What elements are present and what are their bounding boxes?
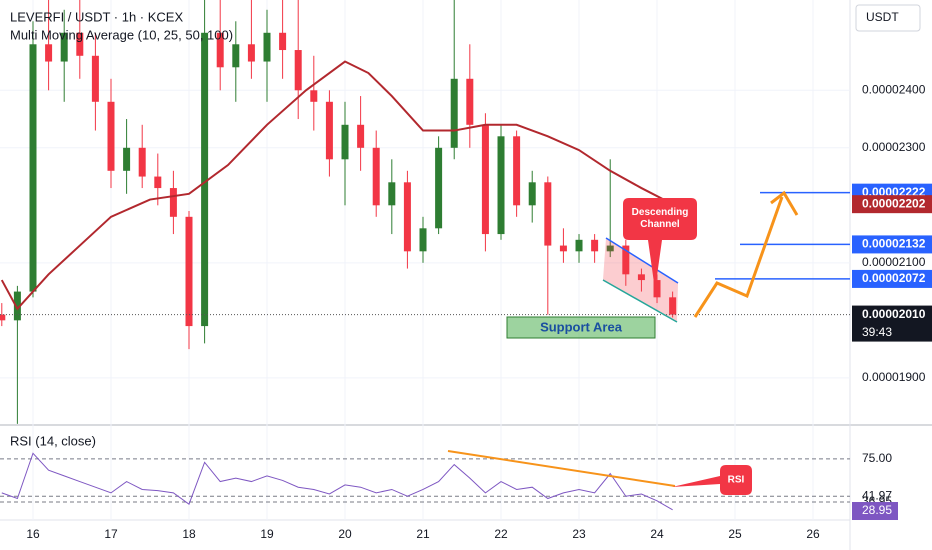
last-price-box bbox=[852, 305, 932, 342]
channel-bubble bbox=[623, 198, 697, 290]
candle-body bbox=[169, 188, 177, 217]
candle-body bbox=[60, 32, 68, 62]
arrow-head bbox=[770, 190, 799, 216]
candle-body bbox=[388, 182, 396, 206]
x-tick-label: 21 bbox=[416, 527, 430, 541]
price-label-box bbox=[852, 195, 932, 214]
x-tick-label: 20 bbox=[338, 527, 352, 541]
x-tick-label: 26 bbox=[806, 527, 820, 541]
candle-body bbox=[201, 32, 209, 327]
candle-body bbox=[13, 291, 21, 321]
price-label: 0.00002132 bbox=[862, 237, 926, 251]
candle-body bbox=[372, 147, 380, 206]
projection-arrow bbox=[693, 196, 784, 318]
price-label: 0.00002072 bbox=[862, 271, 926, 285]
candle-body bbox=[279, 32, 287, 51]
x-tick-label: 25 bbox=[728, 527, 742, 541]
candle-body bbox=[185, 216, 193, 327]
candle-body bbox=[247, 44, 255, 62]
candle-body bbox=[45, 44, 53, 62]
candle-body bbox=[419, 228, 427, 252]
y-tick-label: 0.00002100 bbox=[862, 255, 926, 269]
price-label-box bbox=[852, 235, 932, 254]
candle-body bbox=[653, 280, 661, 298]
candle-body bbox=[481, 124, 489, 235]
channel-bottom bbox=[602, 279, 678, 323]
rsi-value-box bbox=[852, 502, 898, 521]
candle-body bbox=[450, 78, 458, 148]
candle-body bbox=[123, 147, 131, 171]
channel-top bbox=[605, 237, 679, 284]
candle-body bbox=[544, 182, 552, 246]
candle-body bbox=[559, 245, 567, 252]
rsi-title: RSI (14, close) bbox=[10, 433, 96, 448]
candle-body bbox=[575, 239, 583, 252]
candle-body bbox=[29, 44, 37, 292]
candle-body bbox=[357, 124, 365, 148]
y-tick-label: 0.00002300 bbox=[862, 140, 926, 154]
price-label: 0.00002202 bbox=[862, 196, 926, 210]
candle-body bbox=[107, 101, 115, 171]
candle-body bbox=[435, 147, 443, 229]
x-tick-label: 23 bbox=[572, 527, 586, 541]
channel-annotation: Descending Channel bbox=[631, 207, 689, 230]
x-tick-label: 16 bbox=[26, 527, 40, 541]
x-tick-label: 24 bbox=[650, 527, 664, 541]
rsi-annotation: RSI bbox=[728, 475, 745, 486]
candle-body bbox=[466, 78, 474, 125]
candle-body bbox=[325, 101, 333, 160]
candle-body bbox=[0, 314, 6, 321]
candle-body bbox=[91, 55, 99, 102]
rsi-tick-label: 75.00 bbox=[862, 451, 892, 465]
indicator-title: Multi Moving Average (10, 25, 50, 100) bbox=[10, 27, 233, 42]
chart-title: LEVERFI / USDT · 1h · KCEX bbox=[10, 9, 183, 24]
rsi-bubble bbox=[672, 465, 752, 495]
x-tick-label: 18 bbox=[182, 527, 196, 541]
candle-body bbox=[138, 147, 146, 177]
candle-body bbox=[637, 274, 645, 281]
support-label: Support Area bbox=[540, 319, 623, 334]
candle-body bbox=[232, 44, 240, 68]
candle-body bbox=[513, 136, 521, 206]
price-label-box bbox=[852, 269, 932, 288]
currency-label: USDT bbox=[866, 10, 899, 24]
channel-fill bbox=[603, 238, 678, 322]
candle-body bbox=[403, 182, 411, 252]
x-tick-label: 17 bbox=[104, 527, 118, 541]
grid bbox=[0, 0, 850, 520]
marks bbox=[0, 0, 850, 511]
candle-body bbox=[263, 32, 271, 62]
candle-body bbox=[591, 239, 599, 252]
candle-body bbox=[669, 297, 677, 315]
candle-body bbox=[606, 245, 614, 252]
y-tick-label: 0.00002400 bbox=[862, 82, 926, 96]
candle-body bbox=[76, 32, 84, 56]
x-tick-label: 22 bbox=[494, 527, 508, 541]
moving-average bbox=[0, 60, 674, 311]
rsi-tick-label: 41.97 bbox=[862, 488, 892, 502]
candle-body bbox=[216, 32, 224, 68]
rsi-line bbox=[1, 452, 673, 511]
support-area bbox=[506, 316, 656, 339]
last-price-label: 0.00002010 bbox=[862, 307, 926, 321]
x-tick-label: 19 bbox=[260, 527, 274, 541]
candle-body bbox=[154, 176, 162, 189]
countdown: 39:43 bbox=[862, 325, 892, 339]
candle-body bbox=[310, 90, 318, 102]
candle-body bbox=[528, 182, 536, 206]
candle-body bbox=[622, 245, 630, 275]
candle-body bbox=[497, 136, 505, 235]
candle-body bbox=[294, 50, 302, 91]
rsi-value-label: 28.95 bbox=[862, 503, 892, 517]
y-tick-label: 0.00001900 bbox=[862, 370, 926, 384]
candle-body bbox=[341, 124, 349, 160]
currency-button[interactable] bbox=[855, 4, 921, 32]
rsi-trendline bbox=[447, 450, 676, 487]
